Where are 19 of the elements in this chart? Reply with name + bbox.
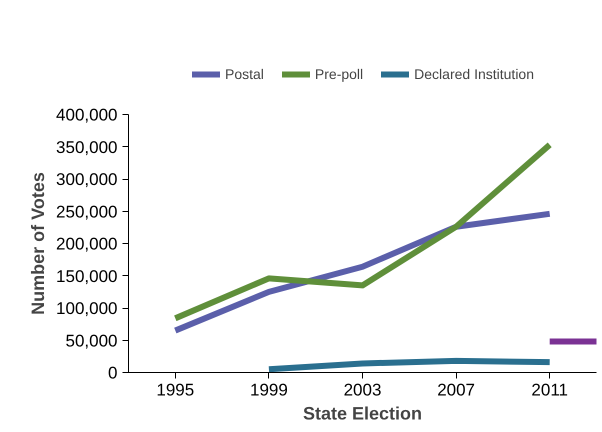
x-axis-title: State Election [302,404,422,424]
y-tick-label: 50,000 [66,331,118,350]
legend-label: Declared Institution [414,66,534,82]
y-tick-label: 200,000 [56,234,118,254]
x-tick-label: 2007 [437,380,476,400]
legend-label: Postal [224,66,264,82]
x-tick-label: 1999 [250,380,288,400]
x-tick-label: 2003 [344,380,382,400]
y-tick-label: 400,000 [56,106,118,124]
y-tick-label: 250,000 [56,202,118,222]
legend-label: Pre-poll [314,66,364,82]
x-tick-label: 1995 [156,380,194,400]
y-axis-title: Number of Votes [28,172,48,315]
y-tick-label: 350,000 [56,138,118,157]
y-tick-label: 150,000 [56,266,118,286]
y-tick-label: 100,000 [56,299,118,318]
y-tick-label: 0 [108,364,118,382]
x-tick-label: 2011 [531,380,568,400]
y-tick-label: 300,000 [56,170,118,189]
